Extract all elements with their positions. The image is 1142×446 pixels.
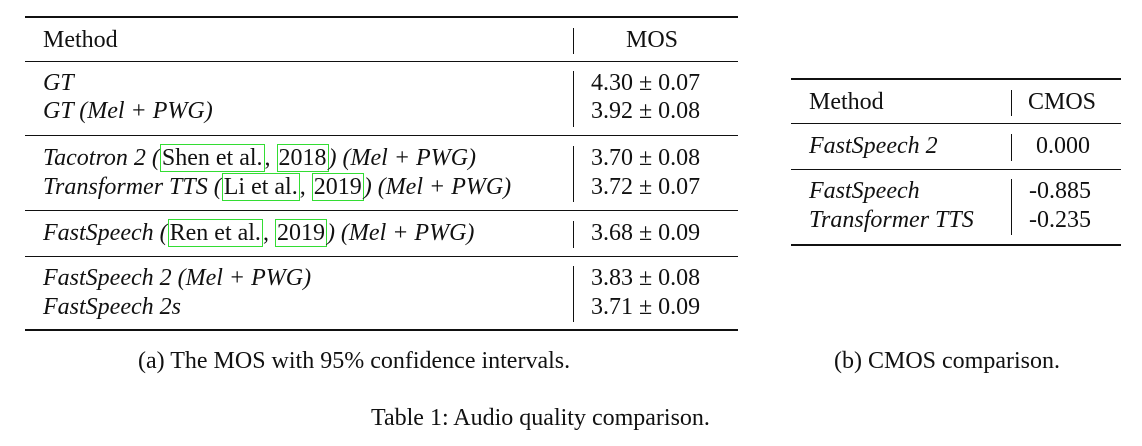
method-text: ) (Mel + PWG) [328,145,477,171]
mos-gt-mel-pwg: 3.92 ± 0.08 [591,98,701,124]
method-text: , [299,174,312,200]
header-method: Method [43,27,118,53]
mos-gt: 4.30 ± 0.07 [591,70,701,96]
method-transformer-tts: Transformer TTS (Li et al., 2019) (Mel +… [43,173,512,201]
column-separator [573,146,575,202]
group-rule-1 [791,169,1121,171]
method-text: , [264,145,277,171]
cmos-transformer-tts: -0.235 [1029,207,1091,233]
method-fastspeech2: FastSpeech 2 (Mel + PWG) [43,265,312,291]
header-rule [25,61,738,63]
citation-link[interactable]: 2018 [276,144,329,172]
mos-fastspeech2: 3.83 ± 0.08 [591,265,701,291]
column-separator [573,28,575,54]
column-separator [1011,134,1013,161]
header-cmos: CMOS [1028,89,1097,115]
cmos-fastspeech: -0.885 [1029,178,1091,204]
header-rule [791,123,1121,125]
group-rule-3 [25,256,738,258]
mos-fastspeech2s: 3.71 ± 0.09 [591,294,701,320]
cmos-fastspeech2: 0.000 [1036,133,1090,159]
top-rule [25,16,738,18]
method-fastspeech2s: FastSpeech 2s [43,294,181,320]
column-separator [1011,90,1013,116]
method-gt: GT [43,70,74,96]
method-text: , [262,220,275,246]
mos-transformer-tts: 3.72 ± 0.07 [591,174,701,200]
bottom-rule [791,244,1121,246]
column-separator [573,266,575,322]
bottom-rule [25,329,738,331]
citation-link[interactable]: Li et al. [221,173,300,201]
table-caption: Table 1: Audio quality comparison. [371,405,710,431]
mos-fastspeech: 3.68 ± 0.09 [591,220,701,246]
header-method: Method [809,89,884,115]
column-separator [573,221,575,248]
group-rule-1 [25,135,738,137]
method-text: Transformer TTS ( [43,174,222,200]
mos-tacotron2: 3.70 ± 0.08 [591,145,701,171]
citation-link[interactable]: Shen et al. [159,144,265,172]
group-rule-2 [25,210,738,212]
method-text: ) (Mel + PWG) [326,220,475,246]
caption-a: (a) The MOS with 95% confidence interval… [138,348,571,374]
method-fastspeech2: FastSpeech 2 [809,133,938,159]
citation-link[interactable]: 2019 [274,219,327,247]
column-separator [1011,179,1013,235]
header-mos: MOS [626,27,679,53]
method-gt-mel-pwg: GT (Mel + PWG) [43,98,213,124]
method-text: ) (Mel + PWG) [363,174,512,200]
column-separator [573,71,575,127]
citation-link[interactable]: Ren et al. [167,219,263,247]
method-fastspeech: FastSpeech (Ren et al., 2019) (Mel + PWG… [43,219,475,247]
method-transformer-tts: Transformer TTS [809,207,974,233]
caption-b: (b) CMOS comparison. [834,348,1060,374]
citation-link[interactable]: 2019 [311,173,364,201]
top-rule [791,78,1121,80]
method-tacotron2: Tacotron 2 (Shen et al., 2018) (Mel + PW… [43,144,477,172]
method-text: Tacotron 2 ( [43,145,160,171]
method-text: FastSpeech ( [43,220,168,246]
method-fastspeech: FastSpeech [809,178,920,204]
